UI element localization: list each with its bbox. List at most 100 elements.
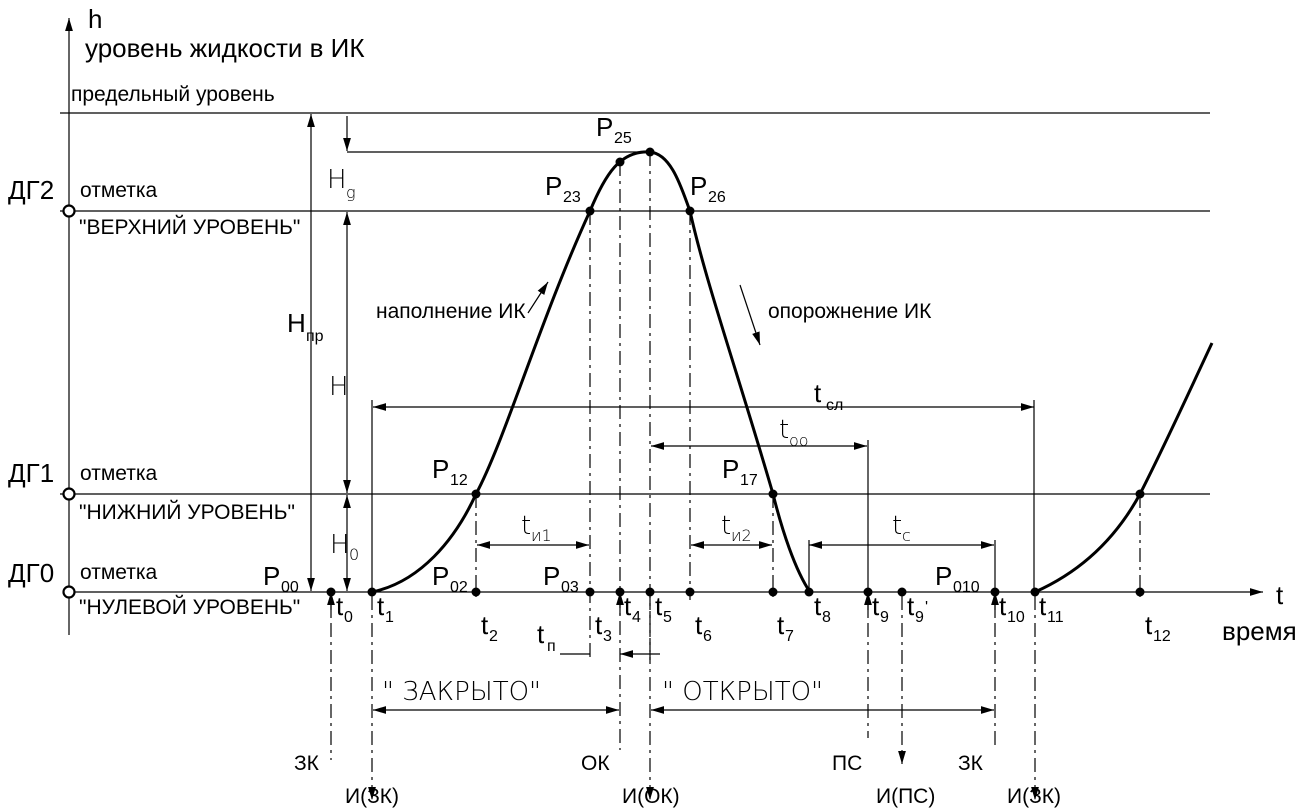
marker-p26 (685, 206, 695, 216)
too-label: t оо (779, 415, 809, 450)
svg-text:010: 010 (953, 579, 980, 596)
svg-text:t: t (481, 610, 489, 640)
svg-text:g: g (346, 183, 356, 202)
point-label-p25: P 25 (596, 112, 632, 147)
sensor-level: "ВЕРХНИЙ УРОВЕНЬ" (79, 215, 300, 239)
marker-t11 (1030, 587, 1040, 597)
impulse-ok: И(ОК) (622, 785, 680, 808)
svg-text:t: t (721, 511, 731, 541)
svg-text:5: 5 (663, 609, 672, 626)
svg-text:03: 03 (561, 579, 579, 596)
event-ok: ОК (581, 752, 610, 775)
marker-p17 (768, 489, 778, 499)
svg-text:': ' (925, 599, 928, 616)
y-axis-title: уровень жидкости в ИК (85, 33, 364, 63)
svg-text:t: t (779, 415, 789, 445)
event-zk-1: ЗК (294, 752, 320, 775)
svg-text:12: 12 (1153, 628, 1171, 645)
svg-text:P: P (545, 171, 562, 201)
svg-text:P: P (543, 561, 560, 591)
event-zk-2: ЗК (958, 752, 984, 775)
marker-t9-prime (897, 587, 907, 597)
svg-text:сл: сл (826, 397, 843, 414)
svg-text:t: t (872, 591, 880, 621)
svg-text:пр: пр (306, 328, 324, 345)
svg-text:H: H (330, 530, 350, 560)
level-curve-refill (1034, 342, 1214, 594)
svg-text:0: 0 (344, 609, 353, 626)
svg-text:H: H (287, 308, 306, 338)
svg-text:P: P (596, 112, 613, 142)
ti2-label: t и2 (721, 511, 752, 545)
marker-t1 (367, 587, 377, 597)
time-label-t11: t 11 (1039, 591, 1064, 626)
marker-t7 (768, 587, 778, 597)
sensor-dg0-icon (62, 585, 76, 599)
svg-text:9: 9 (880, 609, 889, 626)
sensor-dg2-icon (62, 204, 76, 218)
svg-text:P: P (722, 454, 739, 484)
svg-text:t: t (1145, 610, 1153, 640)
limit-level-label: предельный уровень (71, 83, 275, 106)
tc-label: t с (892, 511, 911, 545)
marker-p23 (585, 206, 595, 216)
svg-text:0: 0 (349, 545, 359, 564)
svg-text:t: t (999, 591, 1007, 621)
svg-text:P: P (690, 171, 707, 201)
sensor-mark: отметка (80, 179, 158, 202)
marker-refill-lower (1135, 489, 1145, 499)
closed-label: " ЗАКРЫТО" (382, 677, 541, 707)
svg-text:t: t (695, 610, 703, 640)
sensor-level: "НИЖНИЙ УРОВЕНЬ" (79, 500, 295, 524)
svg-text:P: P (432, 454, 449, 484)
sensor-dg1: ДГ1 отметка "НИЖНИЙ УРОВЕНЬ" (8, 458, 295, 524)
marker-t8 (804, 587, 814, 597)
svg-text:17: 17 (740, 472, 758, 489)
marker-t0 (326, 587, 336, 597)
ti1-label: t и1 (521, 511, 552, 545)
svg-text:и1: и1 (531, 526, 552, 545)
point-label-p12: P 12 (432, 454, 468, 489)
time-label-t0: t 0 (336, 591, 353, 626)
svg-text:t: t (814, 591, 822, 621)
hg-label: H g (327, 165, 356, 202)
point-label-p010: P 010 (935, 561, 980, 596)
hnp-label: H пр (287, 308, 324, 345)
h0-label: H 0 (330, 530, 359, 564)
svg-text:4: 4 (632, 609, 641, 626)
marker-t4 (615, 587, 625, 597)
marker-p25a (615, 157, 625, 167)
svg-text:02: 02 (450, 579, 468, 596)
sensor-dg1-icon (62, 487, 76, 501)
time-label-t8: t 8 (814, 591, 831, 626)
svg-text:11: 11 (1047, 609, 1064, 626)
time-label-t6: t 6 (695, 610, 712, 645)
sensor-mark: отметка (80, 561, 158, 584)
svg-text:23: 23 (563, 189, 581, 206)
time-label-t9: t 9 (872, 591, 889, 626)
svg-text:00: 00 (281, 579, 299, 596)
impulse-zk-1: И(ЗК) (345, 785, 399, 808)
tsl-label: t сл (814, 378, 843, 414)
impulse-ps: И(ПС) (876, 785, 935, 808)
sensor-name: ДГ2 (8, 175, 54, 205)
point-label-p23: P 23 (545, 171, 581, 206)
svg-text:6: 6 (703, 628, 712, 645)
point-label-p03: P 03 (543, 561, 579, 596)
svg-text:t: t (537, 619, 545, 649)
tp-label: t п (537, 619, 556, 655)
svg-text:t: t (624, 591, 632, 621)
emptying-label: опорожнение ИК (768, 300, 932, 323)
sensor-name: ДГ1 (8, 458, 54, 488)
h-label: H (329, 372, 349, 402)
svg-text:и2: и2 (731, 526, 752, 545)
marker-t3 (585, 587, 595, 597)
svg-text:t: t (521, 511, 531, 541)
svg-text:7: 7 (785, 628, 794, 645)
time-label-t9-prime: t 9 ' (907, 591, 928, 626)
svg-text:10: 10 (1007, 609, 1025, 626)
svg-text:t: t (655, 591, 663, 621)
svg-text:t: t (907, 591, 915, 621)
emptying-arrow (739, 284, 761, 346)
